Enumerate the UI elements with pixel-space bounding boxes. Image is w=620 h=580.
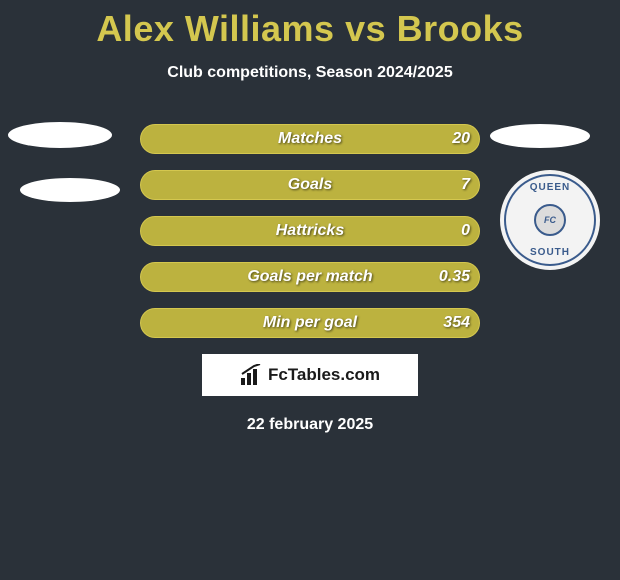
stat-value: 354 xyxy=(443,308,470,338)
stat-row: Matches 20 xyxy=(0,124,620,154)
stats-container: Matches 20 Goals 7 Hattricks 0 Goals per… xyxy=(0,124,620,338)
stat-label: Matches xyxy=(140,124,480,154)
bar-chart-icon xyxy=(240,364,262,386)
page-title: Alex Williams vs Brooks xyxy=(0,0,620,50)
subtitle: Club competitions, Season 2024/2025 xyxy=(0,64,620,82)
stat-value: 0.35 xyxy=(439,262,470,292)
stat-label: Goals xyxy=(140,170,480,200)
stat-value: 20 xyxy=(452,124,470,154)
stat-label: Min per goal xyxy=(140,308,480,338)
stat-row: Hattricks 0 xyxy=(0,216,620,246)
stat-value: 7 xyxy=(461,170,470,200)
date-text: 22 february 2025 xyxy=(0,416,620,434)
stat-row: Min per goal 354 xyxy=(0,308,620,338)
stat-row: Goals per match 0.35 xyxy=(0,262,620,292)
stat-value: 0 xyxy=(461,216,470,246)
stat-row: Goals 7 xyxy=(0,170,620,200)
brand-badge[interactable]: FcTables.com xyxy=(202,354,418,396)
brand-text: FcTables.com xyxy=(268,365,380,385)
stat-label: Hattricks xyxy=(140,216,480,246)
stat-label: Goals per match xyxy=(140,262,480,292)
